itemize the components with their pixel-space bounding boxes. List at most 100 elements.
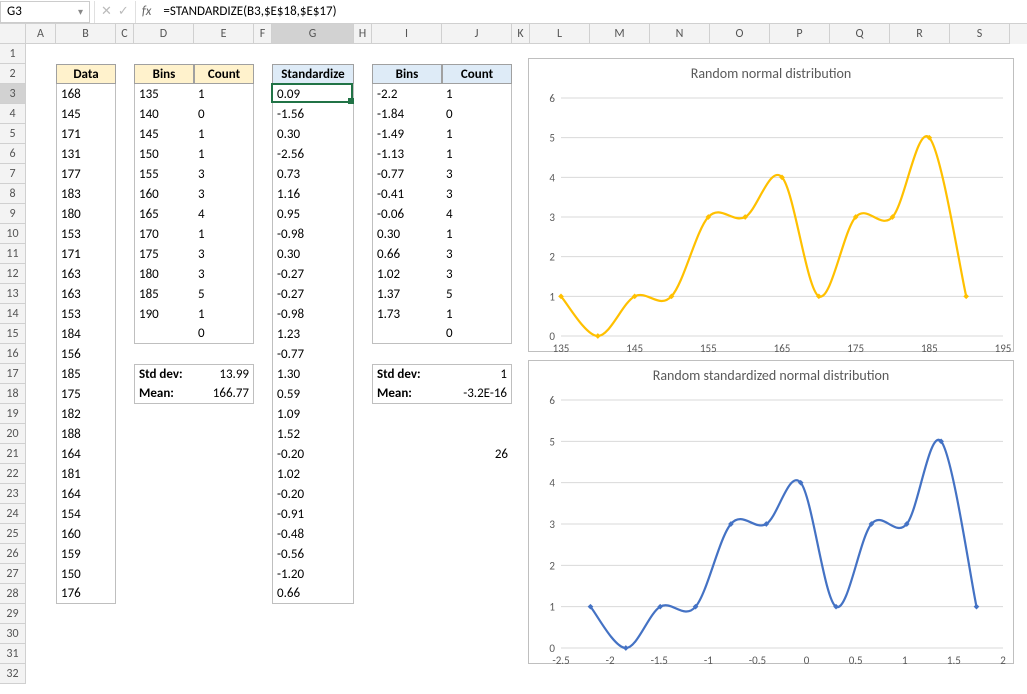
row-header-14[interactable]: 14 xyxy=(0,304,26,324)
col-header-G[interactable]: G xyxy=(272,24,354,44)
cell-G2[interactable]: Standardize xyxy=(272,64,354,84)
row-header-25[interactable]: 25 xyxy=(0,524,26,544)
cell-G23[interactable]: -0.20 xyxy=(272,484,354,504)
cell-E4[interactable]: 0 xyxy=(194,104,254,124)
col-header-P[interactable]: P xyxy=(770,24,830,44)
cell-B10[interactable]: 153 xyxy=(56,224,116,244)
row-header-15[interactable]: 15 xyxy=(0,324,26,344)
cell-B20[interactable]: 188 xyxy=(56,424,116,444)
cell-B16[interactable]: 156 xyxy=(56,344,116,364)
cell-D17[interactable]: Std dev: xyxy=(134,364,194,384)
row-header-18[interactable]: 18 xyxy=(0,384,26,404)
cell-E14[interactable]: 1 xyxy=(194,304,254,324)
cell-J2[interactable]: Count xyxy=(442,64,512,84)
cell-G15[interactable]: 1.23 xyxy=(272,324,354,344)
cell-D9[interactable]: 165 xyxy=(134,204,194,224)
cell-D6[interactable]: 150 xyxy=(134,144,194,164)
cell-D7[interactable]: 155 xyxy=(134,164,194,184)
col-header-J[interactable]: J xyxy=(442,24,512,44)
row-header-1[interactable]: 1 xyxy=(0,44,26,64)
cell-B6[interactable]: 131 xyxy=(56,144,116,164)
row-header-12[interactable]: 12 xyxy=(0,264,26,284)
cell-J15[interactable]: 0 xyxy=(442,324,512,344)
cell-G11[interactable]: 0.30 xyxy=(272,244,354,264)
row-header-29[interactable]: 29 xyxy=(0,604,26,624)
row-header-24[interactable]: 24 xyxy=(0,504,26,524)
cell-E5[interactable]: 1 xyxy=(194,124,254,144)
col-header-S[interactable]: S xyxy=(950,24,1010,44)
cell-G4[interactable]: -1.56 xyxy=(272,104,354,124)
cell-J7[interactable]: 3 xyxy=(442,164,512,184)
cell-B11[interactable]: 171 xyxy=(56,244,116,264)
cell-E8[interactable]: 3 xyxy=(194,184,254,204)
chevron-down-icon[interactable]: ▾ xyxy=(78,5,83,18)
cell-I11[interactable]: 0.66 xyxy=(372,244,442,264)
col-header-Q[interactable]: Q xyxy=(830,24,890,44)
cell-G21[interactable]: -0.20 xyxy=(272,444,354,464)
row-header-32[interactable]: 32 xyxy=(0,664,26,684)
cell-J8[interactable]: 3 xyxy=(442,184,512,204)
cell-J6[interactable]: 1 xyxy=(442,144,512,164)
cell-I15[interactable] xyxy=(372,324,442,344)
cell-G9[interactable]: 0.95 xyxy=(272,204,354,224)
cell-E12[interactable]: 3 xyxy=(194,264,254,284)
row-header-19[interactable]: 19 xyxy=(0,404,26,424)
cell-B13[interactable]: 163 xyxy=(56,284,116,304)
cell-B28[interactable]: 176 xyxy=(56,584,116,604)
col-header-M[interactable]: M xyxy=(590,24,650,44)
cell-J13[interactable]: 5 xyxy=(442,284,512,304)
row-header-28[interactable]: 28 xyxy=(0,584,26,604)
cell-E9[interactable]: 4 xyxy=(194,204,254,224)
col-header-D[interactable]: D xyxy=(134,24,194,44)
cell-J14[interactable]: 1 xyxy=(442,304,512,324)
cell-I10[interactable]: 0.30 xyxy=(372,224,442,244)
cell-E15[interactable]: 0 xyxy=(194,324,254,344)
cell-G22[interactable]: 1.02 xyxy=(272,464,354,484)
cell-B8[interactable]: 183 xyxy=(56,184,116,204)
row-header-26[interactable]: 26 xyxy=(0,544,26,564)
col-header-A[interactable]: A xyxy=(26,24,56,44)
fx-icon[interactable]: fx xyxy=(136,4,158,19)
row-header-31[interactable]: 31 xyxy=(0,644,26,664)
cell-B17[interactable]: 185 xyxy=(56,364,116,384)
cell-D4[interactable]: 140 xyxy=(134,104,194,124)
cell-G24[interactable]: -0.91 xyxy=(272,504,354,524)
row-header-2[interactable]: 2 xyxy=(0,64,26,84)
cell-D8[interactable]: 160 xyxy=(134,184,194,204)
row-header-8[interactable]: 8 xyxy=(0,184,26,204)
row-header-5[interactable]: 5 xyxy=(0,124,26,144)
cell-D15[interactable] xyxy=(134,324,194,344)
col-header-N[interactable]: N xyxy=(650,24,710,44)
cell-E6[interactable]: 1 xyxy=(194,144,254,164)
cell-J4[interactable]: 0 xyxy=(442,104,512,124)
row-header-23[interactable]: 23 xyxy=(0,484,26,504)
row-header-16[interactable]: 16 xyxy=(0,344,26,364)
cell-I17[interactable]: Std dev: xyxy=(372,364,442,384)
cell-B23[interactable]: 164 xyxy=(56,484,116,504)
row-header-13[interactable]: 13 xyxy=(0,284,26,304)
cell-J10[interactable]: 1 xyxy=(442,224,512,244)
cell-B25[interactable]: 160 xyxy=(56,524,116,544)
cell-E13[interactable]: 5 xyxy=(194,284,254,304)
cell-J18[interactable]: -3.2E-16 xyxy=(442,384,512,404)
cell-B9[interactable]: 180 xyxy=(56,204,116,224)
cell-G19[interactable]: 1.09 xyxy=(272,404,354,424)
cell-J21[interactable]: 26 xyxy=(442,444,512,464)
cell-B12[interactable]: 163 xyxy=(56,264,116,284)
cell-I12[interactable]: 1.02 xyxy=(372,264,442,284)
row-header-11[interactable]: 11 xyxy=(0,244,26,264)
cell-E10[interactable]: 1 xyxy=(194,224,254,244)
row-header-4[interactable]: 4 xyxy=(0,104,26,124)
name-box[interactable]: G3 ▾ xyxy=(0,1,90,23)
cell-E11[interactable]: 3 xyxy=(194,244,254,264)
cell-I3[interactable]: -2.2 xyxy=(372,84,442,104)
cell-B24[interactable]: 154 xyxy=(56,504,116,524)
cell-D14[interactable]: 190 xyxy=(134,304,194,324)
cell-D2[interactable]: Bins xyxy=(134,64,194,84)
col-header-K[interactable]: K xyxy=(512,24,530,44)
cell-G28[interactable]: 0.66 xyxy=(272,584,354,604)
row-header-3[interactable]: 3 xyxy=(0,84,26,104)
cell-E17[interactable]: 13.99 xyxy=(194,364,254,384)
col-header-B[interactable]: B xyxy=(56,24,116,44)
row-header-7[interactable]: 7 xyxy=(0,164,26,184)
